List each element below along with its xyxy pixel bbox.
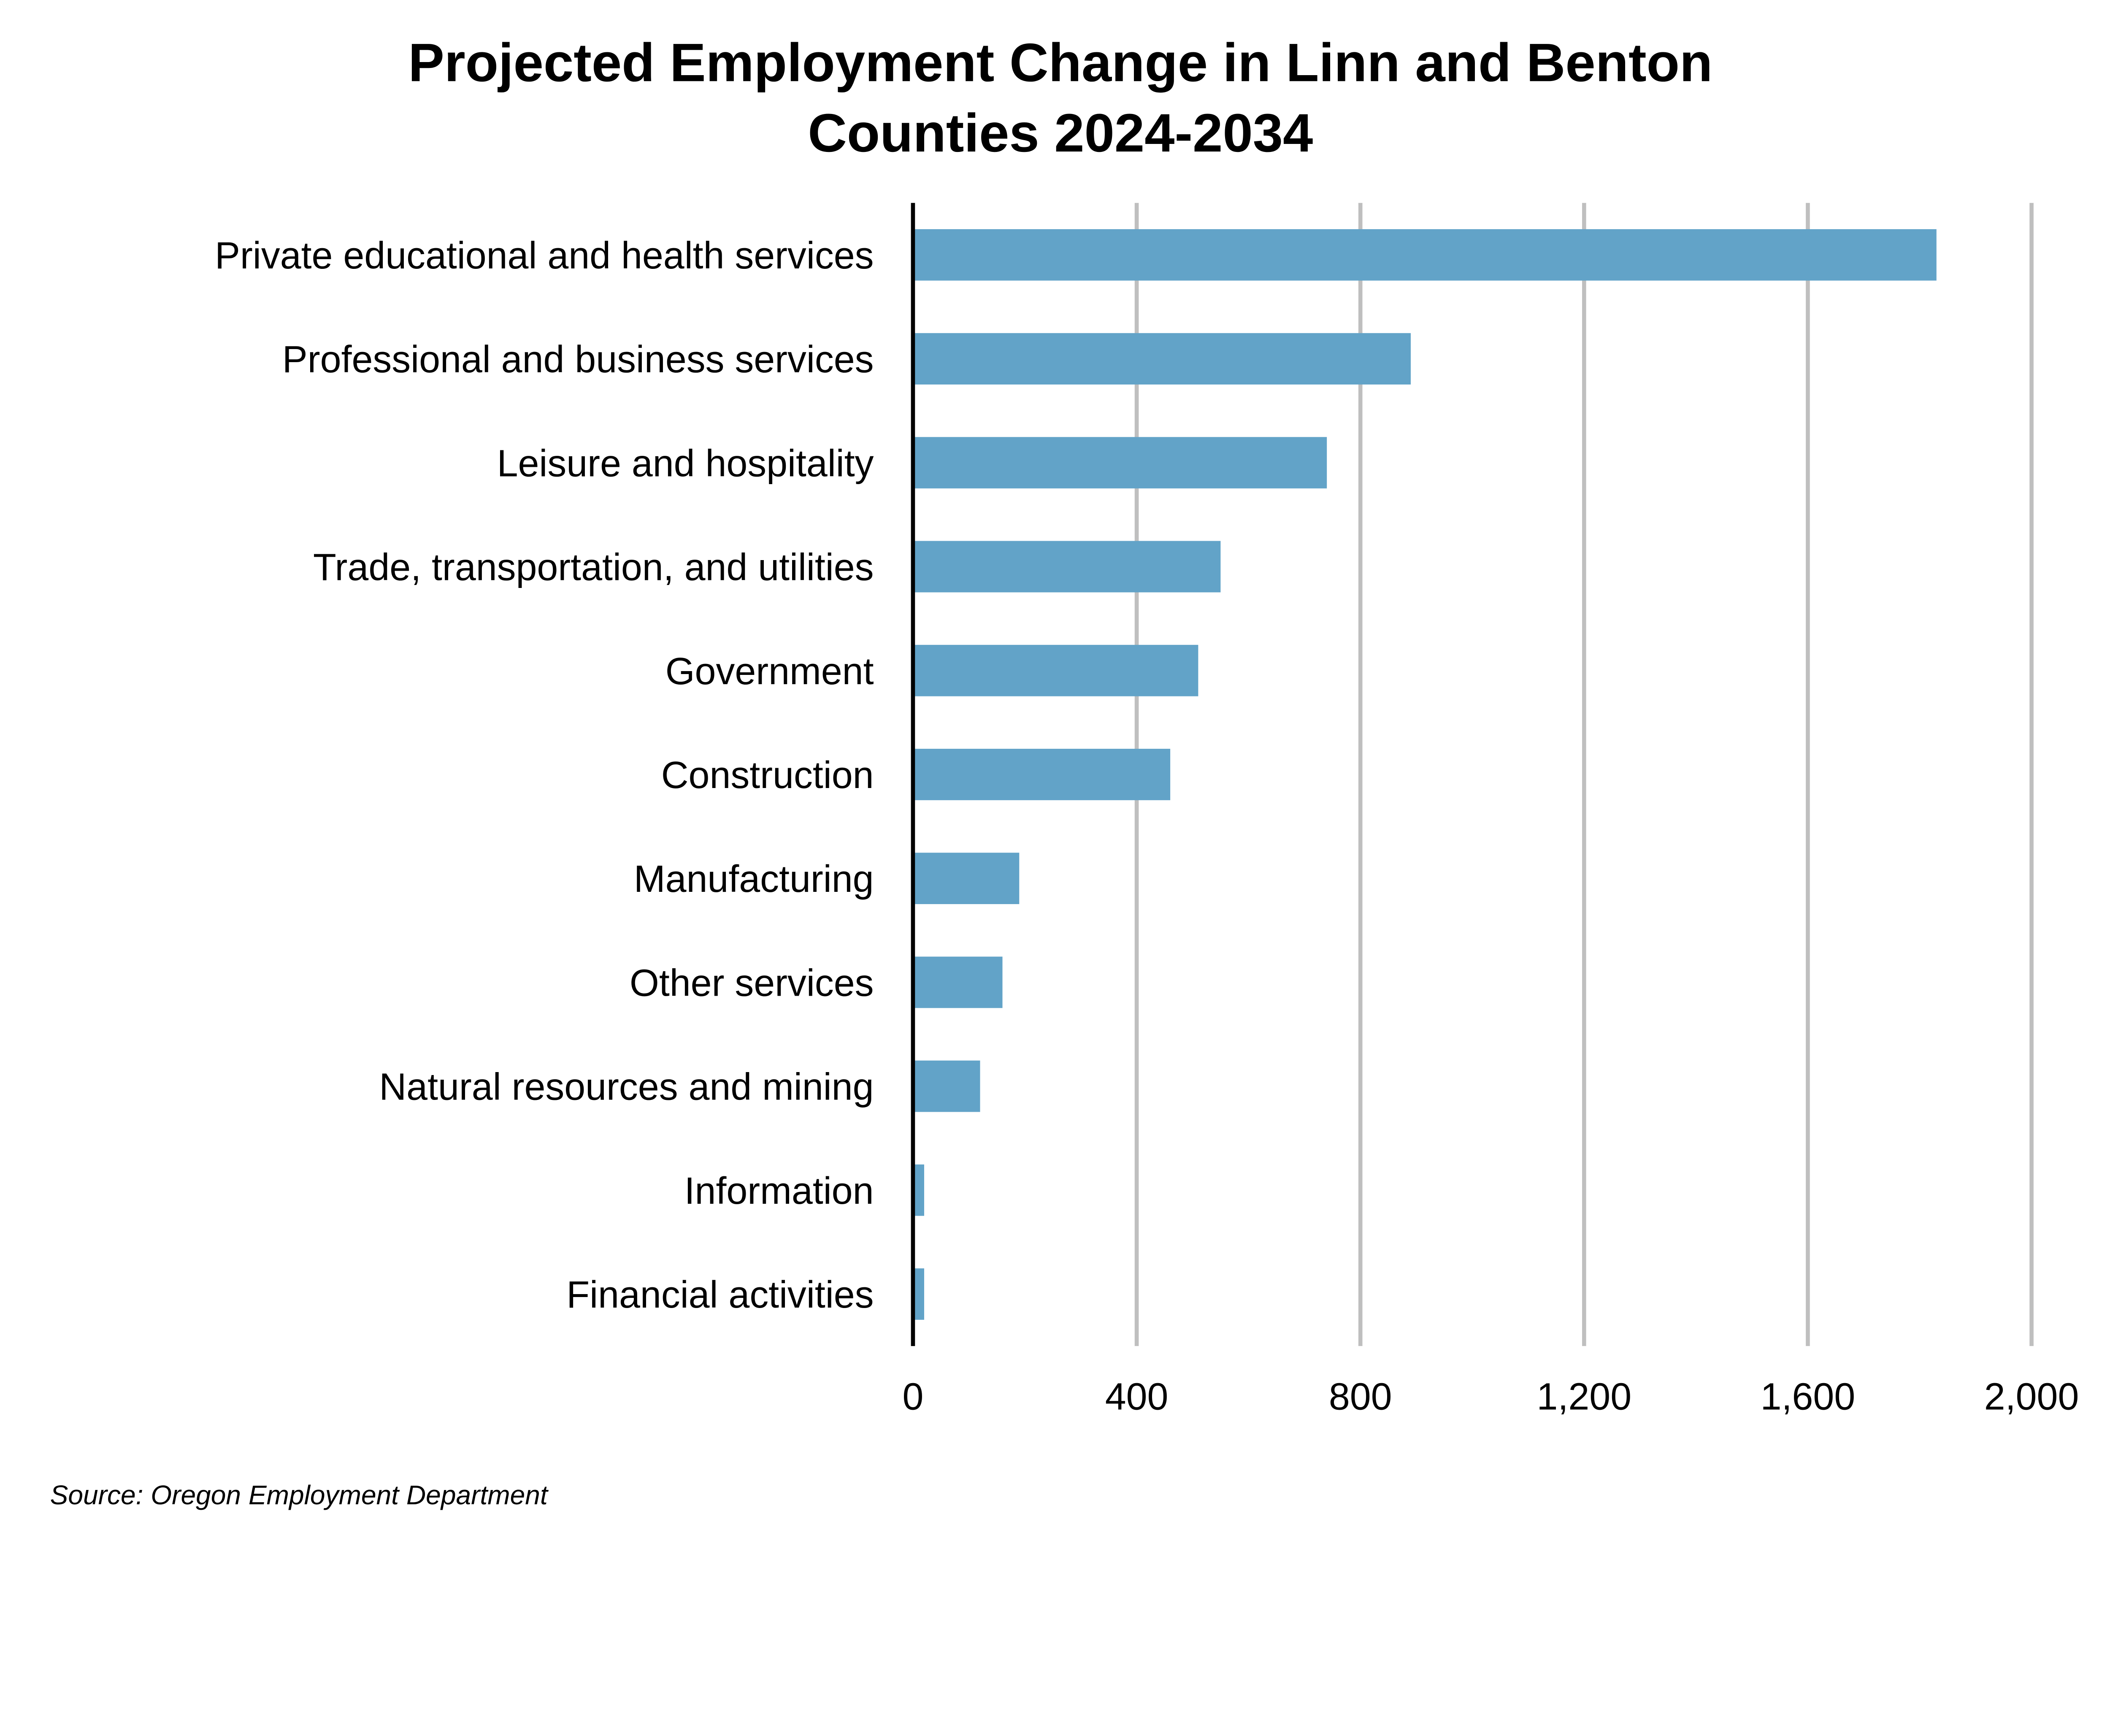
category-label: Natural resources and mining: [379, 1066, 874, 1108]
x-tick-labels: 0 400 800 1,200 1,600 2,000: [903, 1376, 2079, 1418]
category-label: Private educational and health services: [215, 235, 874, 277]
chart-title-line-2: Counties 2024-2034: [808, 103, 1313, 163]
bar: [913, 333, 1411, 385]
category-label: Leisure and hospitality: [497, 442, 874, 485]
bar: [913, 1060, 980, 1112]
category-label: Trade, transportation, and utilities: [313, 547, 874, 589]
category-label: Other services: [630, 962, 874, 1004]
category-label: Information: [684, 1170, 874, 1212]
bar: [913, 541, 1221, 593]
bar: [913, 229, 1937, 281]
x-tick-label: 1,600: [1761, 1376, 1856, 1418]
gridlines: [1134, 203, 2034, 1346]
x-tick-label: 800: [1329, 1376, 1392, 1418]
x-tick-label: 400: [1105, 1376, 1169, 1418]
bars: [913, 229, 1937, 1320]
category-label: Manufacturing: [634, 858, 874, 900]
bar: [913, 645, 1198, 696]
bar: [913, 956, 1003, 1008]
category-label: Government: [665, 650, 874, 693]
category-label: Financial activities: [566, 1274, 874, 1316]
category-label: Professional and business services: [282, 339, 874, 381]
bar: [913, 853, 1020, 905]
bar-chart: Projected Employment Change in Linn and …: [50, 32, 2079, 1510]
bar: [913, 437, 1327, 489]
source-note: Source: Oregon Employment Department: [50, 1480, 549, 1510]
x-tick-label: 0: [903, 1376, 924, 1418]
chart-title-line-1: Projected Employment Change in Linn and …: [408, 32, 1712, 93]
category-label: Construction: [661, 754, 874, 796]
bar: [913, 749, 1171, 800]
x-tick-label: 1,200: [1537, 1376, 1632, 1418]
x-tick-label: 2,000: [1984, 1376, 2079, 1418]
category-labels: Private educational and health services P…: [215, 235, 874, 1316]
